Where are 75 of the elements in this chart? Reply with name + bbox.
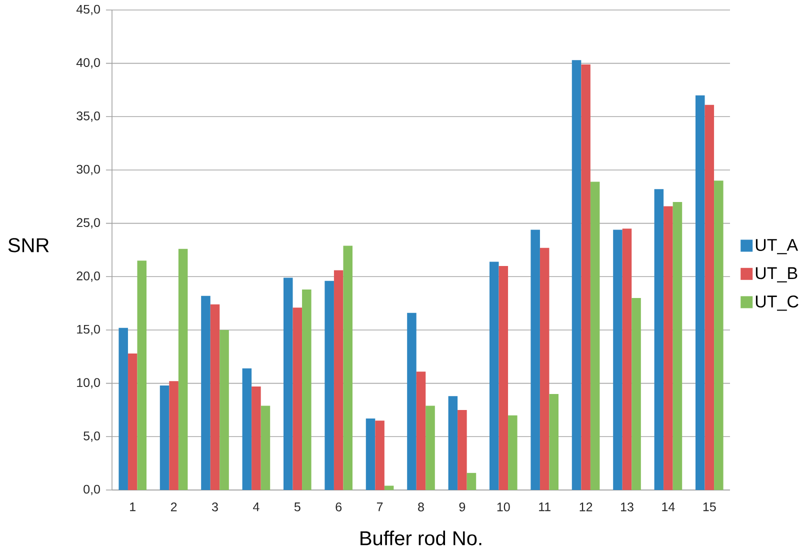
bar [334,270,344,490]
bar [220,330,229,490]
y-tick-label: 15,0 [77,324,100,336]
bar [252,386,261,490]
y-tick-label: 30,0 [76,164,100,176]
bar [407,312,416,490]
x-axis-title: Buffer rod No. [360,530,482,546]
bar [448,396,458,490]
bar [549,394,559,490]
x-tick-label: 13 [621,502,634,512]
bar [137,260,147,490]
bar [714,180,724,490]
bar [242,368,252,490]
y-tick-label: 20,0 [76,272,100,282]
bar [284,278,293,490]
bar [490,262,499,490]
y-axis-title: SNR [8,238,49,252]
bar [169,381,178,490]
bar [178,248,188,490]
bar [613,230,622,490]
bar [366,418,376,490]
bar [672,202,682,490]
bar [695,95,705,490]
x-tick-label: 15 [703,502,716,512]
y-tick-label: 0,0 [84,484,100,496]
bar [654,189,664,490]
bar [540,248,550,490]
bar [292,308,302,490]
legend-label: UT_B [756,267,798,282]
bar [581,64,590,490]
x-tick-label: 7 [376,502,383,512]
bar [324,280,334,490]
bar [118,328,128,490]
x-tick-label: 6 [336,502,342,512]
x-tick-label: 11 [539,502,550,512]
bar [664,206,673,490]
bar [160,385,170,490]
legend-label: UT_A [756,239,798,254]
x-tick-label: 8 [418,502,424,512]
bar [210,304,220,490]
bar [572,60,582,490]
bar [416,372,426,490]
bar [426,406,435,490]
y-tick-label: 5,0 [84,432,100,442]
x-tick-label: 12 [580,502,592,512]
bar [458,410,467,490]
bar [590,182,600,490]
bar [530,230,540,490]
bar [302,289,312,490]
y-tick-label: 45,0 [76,4,100,16]
bar [632,298,641,490]
bar [375,420,384,490]
bar [260,406,270,490]
bar [508,415,518,490]
x-tick-label: 14 [662,502,675,512]
x-tick-label: 4 [253,502,260,512]
y-tick-label: 40,0 [76,58,100,68]
y-tick-label: 25,0 [76,218,100,228]
y-tick-label: 10,0 [77,378,100,388]
bar [343,246,353,490]
x-tick-label: 3 [212,502,218,512]
x-tick-label: 2 [170,502,177,512]
bar [384,486,394,490]
x-tick-label: 1 [130,502,136,512]
bar [622,228,632,490]
legend-label: UT_C [756,296,798,311]
bar [704,104,714,490]
bar [201,296,210,490]
x-tick-label: 5 [294,502,300,512]
y-tick-label: 35,0 [76,112,100,122]
bar [466,472,476,490]
bar [128,353,138,490]
x-tick-label: 10 [497,502,510,512]
bar [498,266,508,490]
x-tick-label: 9 [459,502,466,512]
